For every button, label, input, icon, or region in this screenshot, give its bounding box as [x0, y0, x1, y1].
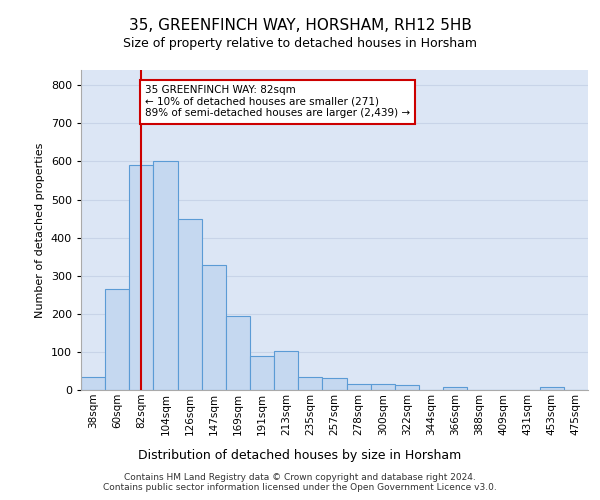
Bar	[322, 378, 347, 390]
Bar	[395, 386, 419, 390]
Bar	[202, 265, 226, 390]
Bar	[274, 351, 298, 390]
Bar	[347, 384, 371, 390]
Y-axis label: Number of detached properties: Number of detached properties	[35, 142, 45, 318]
Bar	[129, 165, 154, 390]
Text: Size of property relative to detached houses in Horsham: Size of property relative to detached ho…	[123, 38, 477, 51]
Text: Distribution of detached houses by size in Horsham: Distribution of detached houses by size …	[139, 450, 461, 462]
Bar	[154, 162, 178, 390]
Bar	[105, 289, 129, 390]
Bar	[226, 316, 250, 390]
Bar	[540, 387, 564, 390]
Bar	[371, 384, 395, 390]
Text: Contains HM Land Registry data © Crown copyright and database right 2024.
Contai: Contains HM Land Registry data © Crown c…	[103, 473, 497, 492]
Bar	[298, 376, 322, 390]
Bar	[443, 388, 467, 390]
Bar	[178, 218, 202, 390]
Text: 35, GREENFINCH WAY, HORSHAM, RH12 5HB: 35, GREENFINCH WAY, HORSHAM, RH12 5HB	[128, 18, 472, 32]
Text: 35 GREENFINCH WAY: 82sqm
← 10% of detached houses are smaller (271)
89% of semi-: 35 GREENFINCH WAY: 82sqm ← 10% of detach…	[145, 85, 410, 118]
Bar	[250, 356, 274, 390]
Bar	[81, 376, 105, 390]
